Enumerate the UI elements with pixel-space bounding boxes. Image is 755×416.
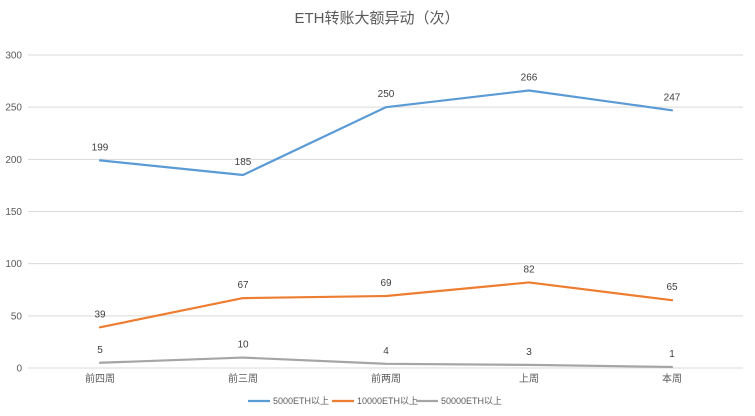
data-label: 82 [523,264,535,275]
x-tick-label: 上周 [519,373,539,385]
legend-label: 10000ETH以上 [357,396,418,406]
data-labels: 199 185 250 266 247 39 67 69 82 65 5 10 4 3 1 [92,72,681,359]
legend-item: 10000ETH以上 [332,396,418,406]
legend: 5000ETH以上 10000ETH以上 50000ETH以上 [248,396,502,406]
y-tick-label: 0 [16,364,22,375]
data-label: 1 [669,349,675,360]
y-tick-label: 100 [5,259,22,270]
data-label: 185 [235,157,252,168]
series-line [98,281,674,329]
x-tick-label: 前四周 [85,372,115,385]
y-tick-label: 50 [11,311,23,322]
series-lines [98,89,674,369]
series-line [98,89,674,177]
data-label: 250 [378,89,395,100]
data-label: 67 [237,280,249,291]
data-label: 4 [383,346,389,357]
data-label: 65 [666,282,678,293]
legend-item: 50000ETH以上 [416,396,502,406]
y-tick-label: 150 [5,207,22,218]
y-tick-label: 200 [5,155,22,166]
y-axis-ticks: 0 50 100 150 200 250 300 [5,51,22,375]
data-label: 3 [526,347,532,358]
x-axis-ticks: 前四周 前三周 前两周 上周 本周 [85,372,682,385]
series-line [98,356,674,369]
x-tick-label: 前两周 [371,372,401,385]
legend-item: 5000ETH以上 [248,396,329,406]
legend-label: 50000ETH以上 [441,396,502,406]
chart-title: ETH转账大额异动（次） [294,10,459,27]
data-label: 199 [92,142,109,153]
data-label: 5 [97,345,103,356]
y-tick-label: 250 [5,103,22,114]
y-tick-label: 300 [5,51,22,62]
data-label: 10 [237,340,249,351]
data-label: 39 [94,309,106,320]
legend-label: 5000ETH以上 [273,396,329,406]
x-tick-label: 本周 [662,372,682,385]
data-label: 247 [664,92,681,103]
x-tick-label: 前三周 [228,372,258,385]
data-label: 69 [380,278,392,289]
data-label: 266 [521,72,538,83]
